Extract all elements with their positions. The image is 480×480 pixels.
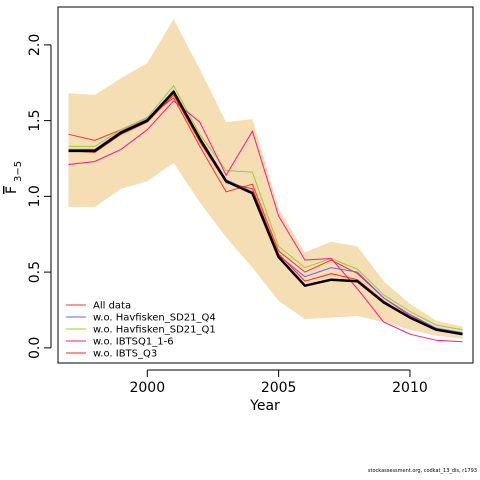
- y-tick-label: 2.0: [27, 34, 43, 56]
- y-tick-label: 0.0: [27, 337, 43, 359]
- y-tick-label: 0.5: [27, 261, 43, 283]
- x-tick-label: 2000: [129, 380, 165, 396]
- legend-label-1: All data: [93, 301, 131, 312]
- series-line-3: [68, 84, 463, 331]
- confidence-band: [68, 19, 463, 339]
- y-axis-title-subscript: 3−5: [13, 161, 24, 182]
- x-axis-title: Year: [249, 398, 280, 414]
- x-tick-label: 2005: [261, 380, 297, 396]
- x-axis: 2000 2005 2010: [129, 369, 428, 396]
- y-tick-label: 1.5: [27, 109, 43, 131]
- series-lines: [68, 84, 463, 343]
- legend-label-3: w.o. Havfisken_SD21_Q1: [93, 325, 216, 336]
- main-estimate-polyline: [68, 90, 463, 336]
- y-axis-title-main: F: [4, 186, 20, 194]
- main-estimate-line: [68, 90, 463, 336]
- legend-label-4: w.o. IBTSQ1_1-6: [93, 337, 174, 348]
- y-axis-title: F 3−5: [4, 161, 24, 194]
- series-line-4: [68, 100, 463, 343]
- legend-label-2: w.o. Havfisken_SD21_Q4: [93, 313, 216, 324]
- footer-credit: stockassessment.org, codkat_13_dis, r179…: [367, 468, 477, 474]
- legend-label-5: w.o. IBTS_Q3: [93, 349, 157, 360]
- plot-frame: [57, 6, 474, 364]
- x-tick-label: 2010: [392, 380, 428, 396]
- confidence-band-area: [68, 19, 463, 339]
- y-axis: 0.0 0.5 1.0 1.5 2.0: [27, 34, 52, 359]
- y-tick-label: 1.0: [27, 185, 43, 207]
